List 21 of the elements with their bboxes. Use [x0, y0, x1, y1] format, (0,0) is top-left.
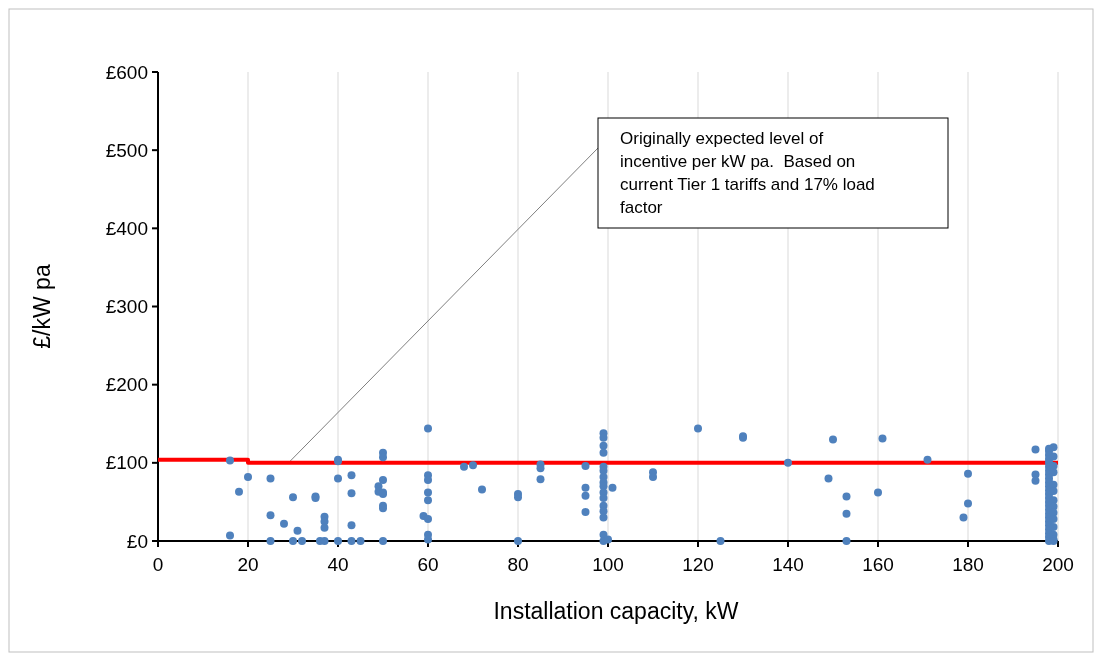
x-tick-label: 200 [1042, 554, 1074, 575]
y-tick-label: £0 [126, 530, 148, 552]
x-tick-label: 40 [327, 554, 349, 575]
x-tick-label: 180 [952, 554, 984, 575]
x-tick-label: 100 [592, 554, 624, 575]
x-tick-label: 60 [417, 554, 439, 575]
y-tick-label: £400 [105, 217, 148, 239]
x-tick-label: 120 [682, 554, 714, 575]
x-tick-label: 20 [237, 554, 259, 575]
annotation: Originally expected level of incentive per kW pa. Based on current Tier 1 tariffs and 17% load factor [620, 129, 875, 217]
x-tick-label: 0 [152, 554, 164, 575]
x-axis-title: Installation capacity, kW [493, 598, 739, 624]
x-tick-label: 140 [772, 554, 804, 575]
y-tick-label: £100 [105, 452, 148, 474]
y-tick-label: £500 [105, 139, 148, 161]
y-tick-label: £300 [105, 296, 148, 318]
y-axis-title: £/kW pa [29, 264, 55, 349]
x-tick-label: 160 [862, 554, 894, 575]
y-tick-label: £600 [105, 61, 148, 83]
x-tick-label: 80 [507, 554, 529, 575]
y-tick-label: £200 [105, 374, 148, 396]
